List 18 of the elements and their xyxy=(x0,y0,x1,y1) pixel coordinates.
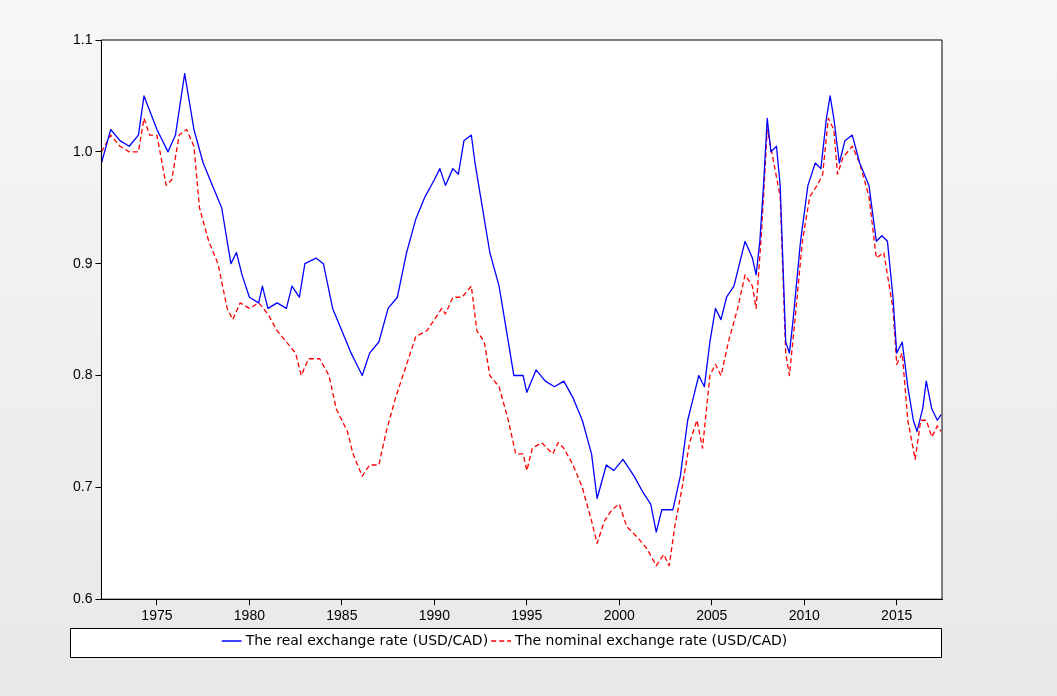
y-tick-label: 0.9 xyxy=(72,254,93,271)
line-series xyxy=(101,117,942,567)
x-tick-label: 2015 xyxy=(881,607,913,624)
x-tick-label: 1975 xyxy=(141,607,173,624)
legend-label: The nominal exchange rate (USD/CAD) xyxy=(514,631,788,648)
x-tick-label: 1980 xyxy=(233,607,266,624)
y-tick-label: 0.7 xyxy=(72,478,93,495)
x-tick-label: 2005 xyxy=(696,607,728,624)
x-tick-label: 1990 xyxy=(418,607,451,624)
x-tick-label: 1995 xyxy=(511,607,543,624)
y-tick-label: 1.1 xyxy=(72,30,93,47)
x-tick-label: 2010 xyxy=(788,607,820,624)
legend-label: The real exchange rate (USD/CAD) xyxy=(244,631,489,648)
y-tick-label: 0.6 xyxy=(72,590,93,607)
x-tick-label: 2000 xyxy=(603,607,636,624)
y-tick-label: 0.8 xyxy=(72,366,93,383)
x-tick-label: 1985 xyxy=(326,607,358,624)
y-tick-label: 1.0 xyxy=(72,142,93,159)
